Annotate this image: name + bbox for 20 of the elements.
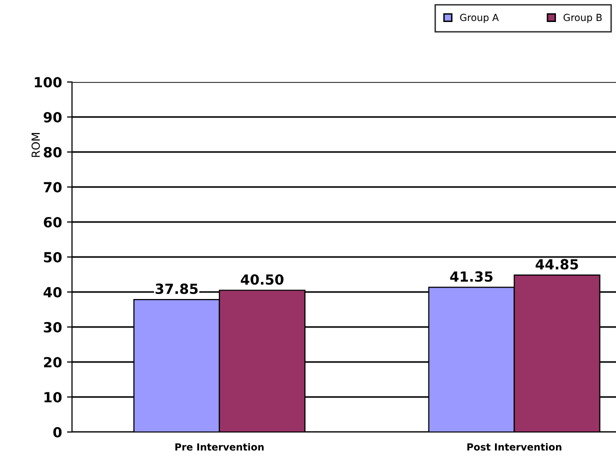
y-tick-label: 100 xyxy=(34,76,62,88)
data-label: 40.50 xyxy=(240,274,284,285)
x-tick-label: Post Intervention xyxy=(467,443,562,451)
y-tick-label: 20 xyxy=(44,356,62,368)
y-tick-label: 50 xyxy=(44,252,62,262)
y-tick-label: 80 xyxy=(44,146,62,158)
data-label: 41.35 xyxy=(450,271,493,282)
x-tick-label: Pre Intervention xyxy=(175,443,264,451)
data-label: 37.85 xyxy=(156,284,198,294)
y-tick-label: 0 xyxy=(53,426,62,438)
y-tick-label: 40 xyxy=(44,286,62,298)
y-axis-title: ROM xyxy=(32,133,40,157)
legend-label: Group A xyxy=(460,14,499,24)
y-tick-label: 60 xyxy=(44,216,62,228)
data-label: 44.85 xyxy=(536,259,578,270)
y-tick-label: 10 xyxy=(44,392,62,402)
y-tick-label: 70 xyxy=(44,182,62,192)
legend-label: Group B xyxy=(564,14,602,24)
y-tick-label: 90 xyxy=(44,112,62,122)
y-tick-label: 30 xyxy=(44,322,62,332)
